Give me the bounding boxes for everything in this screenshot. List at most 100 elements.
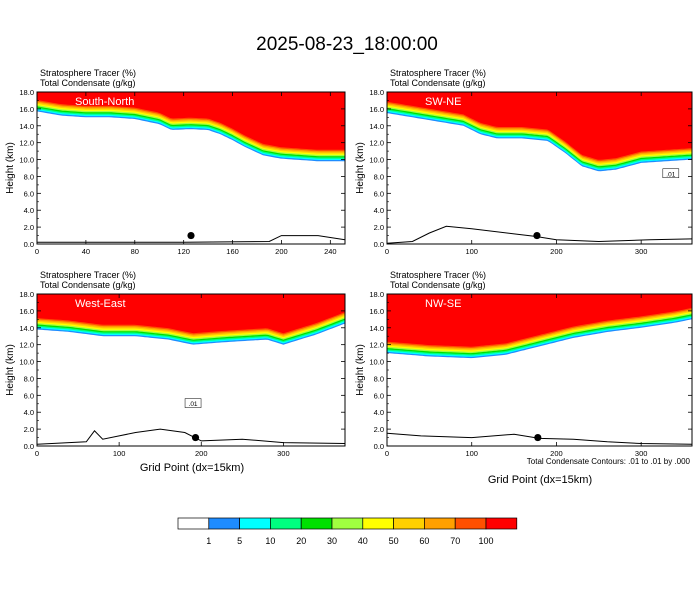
subtitle-condensate: Total Condensate (g/kg) [40,280,136,290]
contour-label: .01 [666,171,675,178]
y-tick-label: 6.0 [374,189,384,198]
colorbar-label: 10 [265,536,275,546]
y-tick-label: 10.0 [369,358,384,367]
subtitle-tracer: Stratosphere Tracer (%) [390,68,486,78]
contour-label: .01 [189,401,198,408]
x-tick-label: 0 [385,247,389,256]
tracer-band-10 [387,294,692,347]
y-tick-label: 4.0 [24,206,34,215]
tracer-field [37,294,345,345]
colorbar-label: 5 [237,536,242,546]
colorbar-swatch-9 [424,517,456,530]
y-tick-label: 0.0 [374,442,384,451]
panel-1: Stratosphere Tracer (%)Total Condensate … [5,68,346,256]
x-tick-label: 300 [635,449,648,458]
colorbar-label: 30 [327,536,337,546]
y-tick-label: 0.0 [374,240,384,249]
y-tick-label: 4.0 [24,408,34,417]
x-tick-label: 200 [275,247,288,256]
location-marker [187,231,195,240]
x-tick-label: 300 [635,247,648,256]
y-axis-label: Height (km) [355,344,366,396]
x-title-bottom-left: Grid Point (dx=15km) [140,462,244,474]
location-marker [533,231,541,240]
y-tick-label: 16.0 [369,307,384,316]
tracer-field [387,294,692,359]
y-tick-label: 14.0 [19,324,34,333]
subtitle-tracer: Stratosphere Tracer (%) [40,270,136,280]
x-tick-label: 300 [277,449,290,458]
x-tick-label: 100 [113,449,126,458]
tracer-field [387,92,692,172]
x-tick-label: 0 [35,247,39,256]
terrain-line [36,428,346,445]
y-tick-label: 6.0 [374,391,384,400]
colorbar: 1 5 10 20 30 40 50 60 70 100 [177,517,518,546]
y-tick-label: 16.0 [369,105,384,114]
colorbar-swatch-6 [331,517,364,530]
y-axis-label: Height (km) [5,344,16,396]
x-tick-label: 40 [82,247,90,256]
x-tick-label: 200 [195,449,208,458]
y-tick-label: 12.0 [369,341,384,350]
colorbar-swatch-11 [485,517,518,530]
panels: Stratosphere Tracer (%)Total Condensate … [5,68,693,458]
x-tick-label: 200 [550,449,563,458]
subtitle-tracer: Stratosphere Tracer (%) [40,68,136,78]
colorbar-swatch-1 [177,517,210,530]
y-axis-label: Height (km) [355,142,366,194]
colorbar-swatch-10 [454,517,487,530]
y-tick-label: 2.0 [374,425,384,434]
y-tick-label: 2.0 [24,223,34,232]
y-tick-label: 8.0 [374,172,384,181]
colorbar-label: 100 [478,536,493,546]
y-tick-label: 14.0 [369,324,384,333]
y-tick-label: 18.0 [19,88,34,97]
x-tick-label: 100 [465,247,478,256]
y-tick-label: 0.0 [24,442,34,451]
colorbar-label: 40 [358,536,368,546]
y-tick-label: 6.0 [24,391,34,400]
y-tick-label: 18.0 [369,290,384,299]
x-title-bottom-right: Grid Point (dx=15km) [488,474,592,486]
contour-note: Total Condensate Contours: .01 to .01 by… [527,457,691,466]
y-tick-label: 12.0 [19,139,34,148]
terrain-line [386,225,693,244]
y-tick-label: 16.0 [19,105,34,114]
tracer-band-10 [37,294,345,334]
tracer-field [37,92,345,162]
y-tick-label: 8.0 [24,172,34,181]
x-tick-label: 160 [226,247,239,256]
colorbar-label: 70 [450,536,460,546]
panel-2: Stratosphere Tracer (%)Total Condensate … [355,68,693,256]
x-tick-label: 200 [550,247,563,256]
y-tick-label: 4.0 [374,408,384,417]
y-tick-label: 10.0 [19,156,34,165]
location-marker [534,433,542,442]
colorbar-swatch-2 [208,517,240,530]
y-tick-label: 6.0 [24,189,34,198]
colorbar-swatch-5 [300,517,333,530]
y-tick-label: 18.0 [369,88,384,97]
y-tick-label: 14.0 [19,122,34,131]
subtitle-condensate: Total Condensate (g/kg) [40,78,136,88]
colorbar-label: 1 [206,536,211,546]
y-tick-label: 0.0 [24,240,34,249]
colorbar-label: 60 [419,536,429,546]
y-axis-label: Height (km) [5,142,16,194]
panel-region-label: West-East [75,298,126,310]
y-tick-label: 8.0 [374,374,384,383]
panel-region-label: South-North [75,96,134,108]
subtitle-tracer: Stratosphere Tracer (%) [390,270,486,280]
y-tick-label: 10.0 [369,156,384,165]
y-tick-label: 2.0 [374,223,384,232]
y-tick-label: 2.0 [24,425,34,434]
subtitle-condensate: Total Condensate (g/kg) [390,78,486,88]
x-tick-label: 100 [465,449,478,458]
colorbar-label: 50 [389,536,399,546]
subtitle-condensate: Total Condensate (g/kg) [390,280,486,290]
colorbar-swatch-7 [362,517,394,530]
y-tick-label: 10.0 [19,358,34,367]
y-tick-label: 4.0 [374,206,384,215]
x-tick-label: 80 [131,247,139,256]
